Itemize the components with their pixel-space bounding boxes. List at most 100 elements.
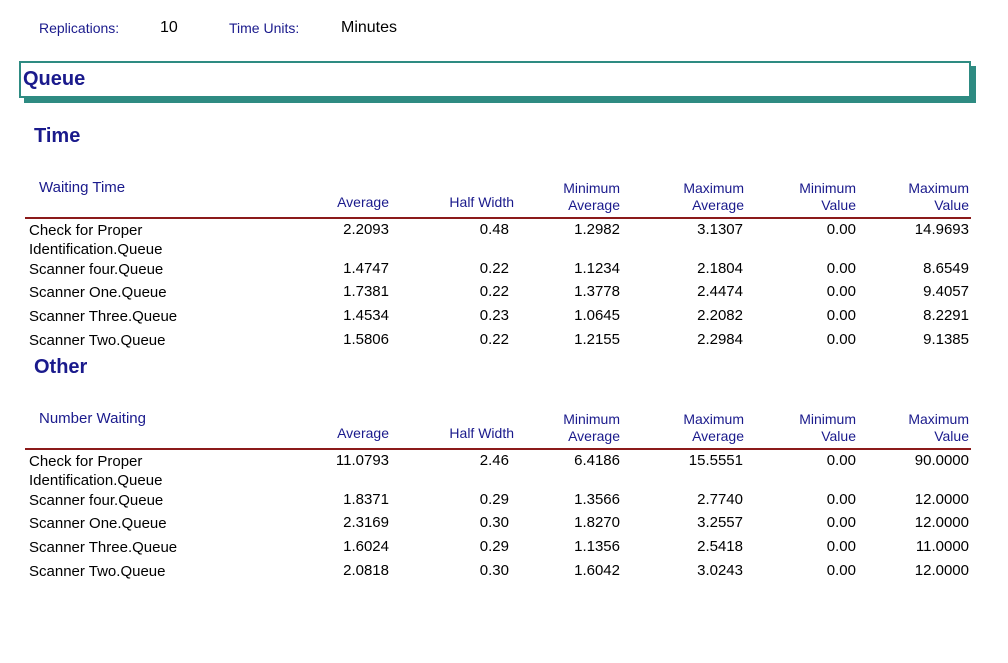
row-label: Check for Proper Identification.Queue bbox=[29, 221, 162, 259]
col-minimum-average-line2: Average bbox=[568, 428, 620, 444]
cell-maximum-value: 90.0000 bbox=[914, 452, 969, 469]
row-label: Scanner Three.Queue bbox=[29, 307, 177, 326]
col-maximum-value-line1: Maximum bbox=[908, 180, 969, 196]
col-half-width: Half Width bbox=[449, 425, 514, 441]
col-maximum-average-line2: Average bbox=[692, 197, 744, 213]
col-minimum-value-line2: Value bbox=[821, 197, 856, 213]
cell-half-width: 0.48 bbox=[479, 221, 509, 238]
cell-maximum-average: 2.1804 bbox=[697, 260, 743, 277]
cell-half-width: 0.30 bbox=[479, 514, 509, 531]
cell-maximum-average: 2.2082 bbox=[697, 307, 743, 324]
cell-minimum-value: 0.00 bbox=[826, 283, 856, 300]
cell-minimum-average: 1.2982 bbox=[574, 221, 620, 238]
cell-minimum-value: 0.00 bbox=[826, 221, 856, 238]
cell-average: 11.0793 bbox=[335, 452, 389, 469]
cell-minimum-value: 0.00 bbox=[826, 331, 856, 348]
row-label: Scanner Two.Queue bbox=[29, 331, 165, 350]
col-maximum-value-line1: Maximum bbox=[908, 411, 969, 427]
row-label: Scanner four.Queue bbox=[29, 491, 163, 510]
cell-maximum-value: 12.0000 bbox=[914, 562, 969, 579]
cell-minimum-average: 1.1356 bbox=[574, 538, 620, 555]
cell-minimum-average: 1.0645 bbox=[574, 307, 620, 324]
cell-average: 1.5806 bbox=[343, 331, 389, 348]
cell-minimum-value: 0.00 bbox=[826, 260, 856, 277]
header-rule bbox=[25, 217, 971, 219]
cell-minimum-value: 0.00 bbox=[826, 562, 856, 579]
cell-average: 1.6024 bbox=[343, 538, 389, 555]
row-label-line1: Scanner One.Queue bbox=[29, 515, 167, 532]
cell-minimum-average: 1.3778 bbox=[574, 283, 620, 300]
col-maximum-average: Maximum Average bbox=[683, 411, 744, 445]
cell-maximum-average: 3.1307 bbox=[697, 221, 743, 238]
cell-maximum-value: 8.6549 bbox=[923, 260, 969, 277]
row-label: Scanner four.Queue bbox=[29, 260, 163, 279]
cell-maximum-value: 8.2291 bbox=[923, 307, 969, 324]
col-minimum-average-line1: Minimum bbox=[563, 180, 620, 196]
cell-maximum-value: 12.0000 bbox=[914, 514, 969, 531]
replications-value: 10 bbox=[160, 19, 178, 36]
row-label-line2: Identification.Queue bbox=[29, 241, 163, 258]
other-section-title: Other bbox=[34, 356, 88, 378]
cell-maximum-average: 2.5418 bbox=[697, 538, 743, 555]
queue-banner: Queue bbox=[19, 61, 971, 98]
cell-maximum-average: 3.2557 bbox=[697, 514, 743, 531]
cell-maximum-average: 15.5551 bbox=[688, 452, 743, 469]
cell-maximum-value: 9.4057 bbox=[923, 283, 969, 300]
cell-half-width: 2.46 bbox=[479, 452, 509, 469]
cell-average: 1.8371 bbox=[343, 491, 389, 508]
col-maximum-average-line1: Maximum bbox=[683, 180, 744, 196]
col-maximum-average: Maximum Average bbox=[683, 180, 744, 214]
cell-maximum-value: 12.0000 bbox=[914, 491, 969, 508]
cell-minimum-average: 1.3566 bbox=[574, 491, 620, 508]
col-minimum-value-line2: Value bbox=[821, 428, 856, 444]
cell-half-width: 0.30 bbox=[479, 562, 509, 579]
col-minimum-average-line1: Minimum bbox=[563, 411, 620, 427]
cell-maximum-value: 11.0000 bbox=[915, 538, 969, 555]
cell-half-width: 0.22 bbox=[479, 260, 509, 277]
col-minimum-value-line1: Minimum bbox=[799, 180, 856, 196]
row-label-line1: Scanner four.Queue bbox=[29, 261, 164, 278]
cell-average: 2.0818 bbox=[343, 562, 389, 579]
replications-label: Replications: bbox=[39, 20, 120, 36]
cell-minimum-average: 1.8270 bbox=[574, 514, 620, 531]
cell-half-width: 0.29 bbox=[479, 491, 509, 508]
row-label-line1: Scanner four.Queue bbox=[29, 492, 164, 509]
row-label: Scanner Three.Queue bbox=[29, 538, 177, 557]
time-section-title: Time bbox=[34, 125, 81, 147]
col-maximum-value-line2: Value bbox=[934, 197, 969, 213]
row-label-line1: Scanner Two.Queue bbox=[29, 563, 166, 580]
waiting-time-title: Waiting Time bbox=[39, 179, 126, 196]
col-minimum-average-line2: Average bbox=[568, 197, 620, 213]
queue-banner-title: Queue bbox=[23, 68, 86, 90]
time-units-label: Time Units: bbox=[229, 20, 300, 36]
row-label-line1: Scanner Three.Queue bbox=[29, 308, 178, 325]
header-rule bbox=[25, 448, 971, 450]
cell-maximum-value: 9.1385 bbox=[923, 331, 969, 348]
row-label-line2: Identification.Queue bbox=[29, 472, 163, 489]
cell-average: 1.4747 bbox=[343, 260, 389, 277]
col-maximum-average-line2: Average bbox=[692, 428, 744, 444]
col-maximum-value: Maximum Value bbox=[908, 411, 969, 445]
cell-half-width: 0.29 bbox=[479, 538, 509, 555]
cell-maximum-average: 3.0243 bbox=[697, 562, 743, 579]
col-half-width: Half Width bbox=[449, 194, 514, 210]
cell-minimum-average: 1.6042 bbox=[574, 562, 620, 579]
cell-half-width: 0.23 bbox=[479, 307, 509, 324]
cell-maximum-average: 2.4474 bbox=[697, 283, 743, 300]
cell-minimum-average: 1.2155 bbox=[574, 331, 620, 348]
cell-minimum-value: 0.00 bbox=[826, 307, 856, 324]
col-minimum-average: Minimum Average bbox=[563, 180, 620, 214]
cell-maximum-average: 2.7740 bbox=[697, 491, 743, 508]
cell-minimum-average: 1.1234 bbox=[574, 260, 620, 277]
cell-half-width: 0.22 bbox=[479, 283, 509, 300]
row-label: Check for Proper Identification.Queue bbox=[29, 452, 162, 490]
cell-average: 1.4534 bbox=[343, 307, 389, 324]
col-maximum-average-line1: Maximum bbox=[683, 411, 744, 427]
row-label-line1: Scanner Two.Queue bbox=[29, 332, 166, 349]
cell-minimum-value: 0.00 bbox=[826, 491, 856, 508]
col-maximum-value: Maximum Value bbox=[908, 180, 969, 214]
cell-half-width: 0.22 bbox=[479, 331, 509, 348]
col-minimum-value: Minimum Value bbox=[799, 180, 856, 214]
time-units-value: Minutes bbox=[341, 19, 398, 36]
col-minimum-value: Minimum Value bbox=[799, 411, 856, 445]
